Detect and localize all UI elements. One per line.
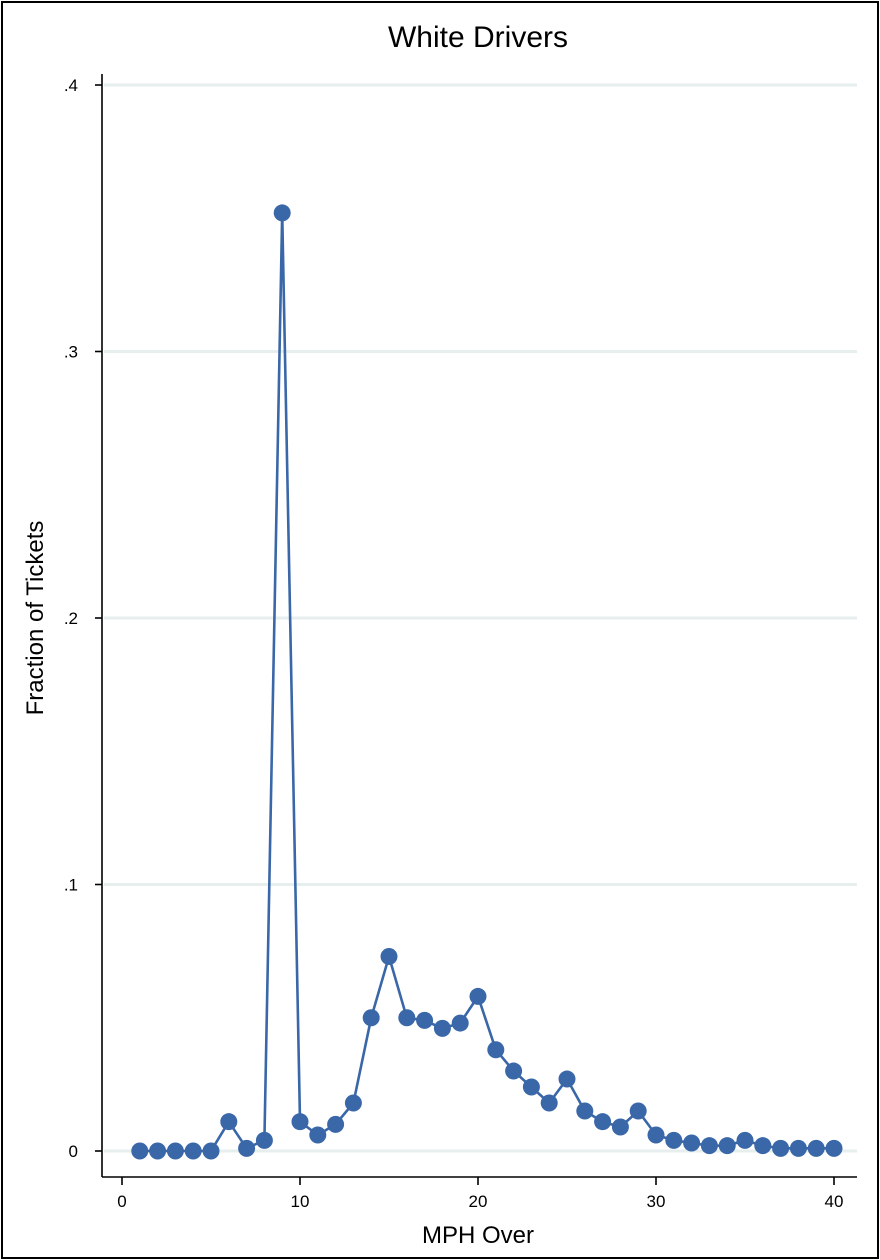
data-point-9 <box>273 204 291 222</box>
data-point-7 <box>238 1139 256 1157</box>
data-point-31 <box>665 1131 683 1149</box>
axes <box>95 74 857 1185</box>
data-point-1 <box>131 1142 149 1160</box>
x-tick-label-4: 40 <box>825 1192 844 1211</box>
data-point-22 <box>505 1062 523 1080</box>
data-point-24 <box>540 1094 558 1112</box>
y-tick-label-2: .2 <box>64 609 78 628</box>
data-point-29 <box>629 1102 647 1120</box>
tick-labels: 0 .1 .2 .3 .4 0 10 20 30 40 <box>64 76 844 1211</box>
data-point-2 <box>149 1142 167 1160</box>
data-point-36 <box>754 1137 772 1155</box>
data-point-3 <box>166 1142 184 1160</box>
data-point-40 <box>825 1139 843 1157</box>
data-point-34 <box>718 1137 736 1155</box>
data-point-20 <box>469 987 487 1005</box>
data-point-27 <box>594 1113 612 1131</box>
data-point-30 <box>647 1126 665 1144</box>
y-tick-label-0: 0 <box>69 1142 78 1161</box>
data-point-17 <box>416 1011 434 1029</box>
x-tick-label-2: 20 <box>469 1192 488 1211</box>
data-point-35 <box>736 1131 754 1149</box>
data-point-14 <box>362 1009 380 1027</box>
x-tick-label-3: 30 <box>647 1192 666 1211</box>
data-point-33 <box>700 1137 718 1155</box>
data-point-8 <box>255 1131 273 1149</box>
data-point-23 <box>522 1078 540 1096</box>
series-line-0 <box>139 211 834 1153</box>
data-point-37 <box>772 1139 790 1157</box>
data-point-32 <box>683 1134 701 1152</box>
y-tick-label-4: .4 <box>64 76 78 95</box>
y-tick-label-3: .3 <box>64 343 78 362</box>
data-point-38 <box>789 1139 807 1157</box>
data-point-6 <box>220 1113 238 1131</box>
data-point-13 <box>344 1094 362 1112</box>
data-point-15 <box>380 947 398 965</box>
data-point-5 <box>202 1142 220 1160</box>
data-point-21 <box>487 1041 505 1059</box>
data-point-39 <box>807 1139 825 1157</box>
data-point-12 <box>327 1115 345 1133</box>
data-point-25 <box>558 1070 576 1088</box>
data-point-16 <box>398 1009 416 1027</box>
x-tick-label-1: 10 <box>291 1192 310 1211</box>
data-point-10 <box>291 1113 309 1131</box>
series-group <box>131 204 843 1160</box>
data-point-11 <box>309 1126 327 1144</box>
data-point-19 <box>451 1014 469 1032</box>
y-axis-title: Fraction of Tickets <box>22 521 49 716</box>
data-point-28 <box>611 1118 629 1136</box>
y-tick-label-1: .1 <box>64 876 78 895</box>
data-point-18 <box>433 1019 451 1037</box>
x-tick-label-0: 0 <box>117 1192 126 1211</box>
chart-title: White Drivers <box>388 21 568 54</box>
data-point-26 <box>576 1102 594 1120</box>
data-point-4 <box>184 1142 202 1160</box>
x-axis-title: MPH Over <box>422 1222 534 1249</box>
